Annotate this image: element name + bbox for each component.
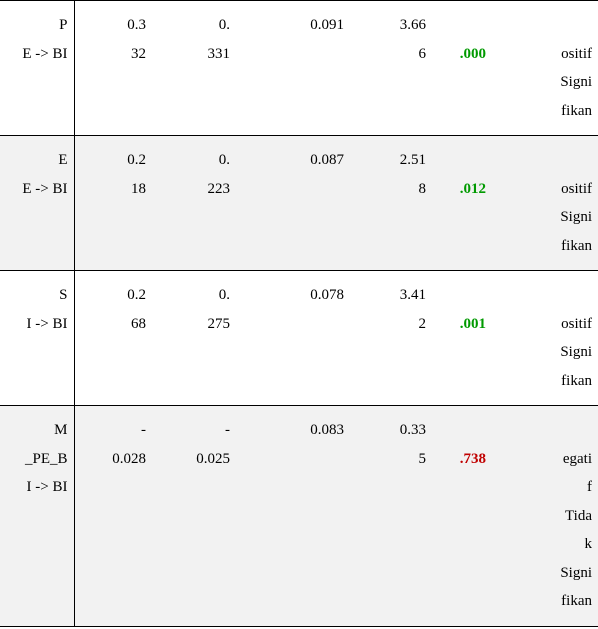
text: 0.025 — [158, 445, 230, 474]
cell-note: ositifSignifikan — [492, 271, 598, 406]
text: 0.2 — [81, 146, 147, 175]
cell-val2: 0.275 — [152, 271, 236, 406]
text — [438, 416, 486, 445]
text: fikan — [498, 587, 592, 616]
text: S — [6, 281, 68, 310]
cell-val3: 0.091 — [236, 1, 350, 136]
text: 0.091 — [242, 11, 344, 40]
text: 0.028 — [81, 445, 147, 474]
table-row: EE -> BI0.2180.2230.0872.518 .012 ositif… — [0, 136, 598, 271]
text: 2 — [356, 310, 426, 339]
text: E — [6, 146, 68, 175]
text: fikan — [498, 232, 592, 261]
table-row: SI -> BI0.2680.2750.0783.412 .001 ositif… — [0, 271, 598, 406]
cell-val4: 3.666 — [350, 1, 432, 136]
text — [438, 146, 486, 175]
text: Signi — [498, 338, 592, 367]
text: 275 — [158, 310, 230, 339]
text: 0.3 — [81, 11, 147, 40]
cell-path: EE -> BI — [0, 136, 74, 271]
text: E -> BI — [6, 40, 68, 69]
text: 0.078 — [242, 281, 344, 310]
text: 3.66 — [356, 11, 426, 40]
text: ositif — [498, 40, 592, 69]
text: k — [498, 530, 592, 559]
text — [498, 146, 592, 175]
cell-val4: 3.412 — [350, 271, 432, 406]
text: E -> BI — [6, 175, 68, 204]
text: ositif — [498, 175, 592, 204]
cell-val3: 0.083 — [236, 406, 350, 627]
cell-note: ositifSignifikan — [492, 136, 598, 271]
text — [438, 281, 486, 310]
table-row: PE -> BI0.3320.3310.0913.666 .000 ositif… — [0, 1, 598, 136]
text: M — [6, 416, 68, 445]
text: 0.2 — [81, 281, 147, 310]
cell-pvalue: .738 — [432, 406, 492, 627]
text: 2.51 — [356, 146, 426, 175]
cell-pvalue: .012 — [432, 136, 492, 271]
cell-val3: 0.078 — [236, 271, 350, 406]
text — [498, 281, 592, 310]
text: P — [6, 11, 68, 40]
text: 5 — [356, 445, 426, 474]
cell-val1: 0.332 — [74, 1, 152, 136]
text: 0.33 — [356, 416, 426, 445]
cell-val4: 0.335 — [350, 406, 432, 627]
text: fikan — [498, 97, 592, 126]
text: 0. — [158, 146, 230, 175]
text: 0.083 — [242, 416, 344, 445]
pvalue: .012 — [438, 175, 486, 204]
cell-val2: 0.331 — [152, 1, 236, 136]
text: 3.41 — [356, 281, 426, 310]
text: 0.087 — [242, 146, 344, 175]
pvalue: .000 — [438, 40, 486, 69]
text: 223 — [158, 175, 230, 204]
text: Signi — [498, 559, 592, 588]
cell-val2: 0.223 — [152, 136, 236, 271]
text: Signi — [498, 203, 592, 232]
text: 331 — [158, 40, 230, 69]
text: _PE_B — [6, 445, 68, 474]
table-row: M_PE_BI -> BI-0.028-0.0250.0830.335 .738… — [0, 406, 598, 627]
text: 6 — [356, 40, 426, 69]
text — [498, 11, 592, 40]
text: 0. — [158, 281, 230, 310]
text: - — [158, 416, 230, 445]
text: ositif — [498, 310, 592, 339]
cell-val3: 0.087 — [236, 136, 350, 271]
text: Tida — [498, 502, 592, 531]
text: Signi — [498, 68, 592, 97]
text: egati — [498, 445, 592, 474]
text: 68 — [81, 310, 147, 339]
text: - — [81, 416, 147, 445]
pvalue: .738 — [438, 445, 486, 474]
text — [438, 11, 486, 40]
cell-note: egatifTidakSignifikan — [492, 406, 598, 627]
cell-val1: 0.218 — [74, 136, 152, 271]
cell-pvalue: .000 — [432, 1, 492, 136]
text: fikan — [498, 367, 592, 396]
cell-path: M_PE_BI -> BI — [0, 406, 74, 627]
pvalue: .001 — [438, 310, 486, 339]
cell-val4: 2.518 — [350, 136, 432, 271]
cell-val1: -0.028 — [74, 406, 152, 627]
text: 8 — [356, 175, 426, 204]
cell-path: PE -> BI — [0, 1, 74, 136]
text: f — [498, 473, 592, 502]
text: 32 — [81, 40, 147, 69]
cell-note: ositifSignifikan — [492, 1, 598, 136]
cell-val2: -0.025 — [152, 406, 236, 627]
text: I -> BI — [6, 310, 68, 339]
results-table: PE -> BI0.3320.3310.0913.666 .000 ositif… — [0, 0, 598, 627]
text: 18 — [81, 175, 147, 204]
cell-path: SI -> BI — [0, 271, 74, 406]
cell-pvalue: .001 — [432, 271, 492, 406]
cell-val1: 0.268 — [74, 271, 152, 406]
text: 0. — [158, 11, 230, 40]
text — [498, 416, 592, 445]
text: I -> BI — [6, 473, 68, 502]
